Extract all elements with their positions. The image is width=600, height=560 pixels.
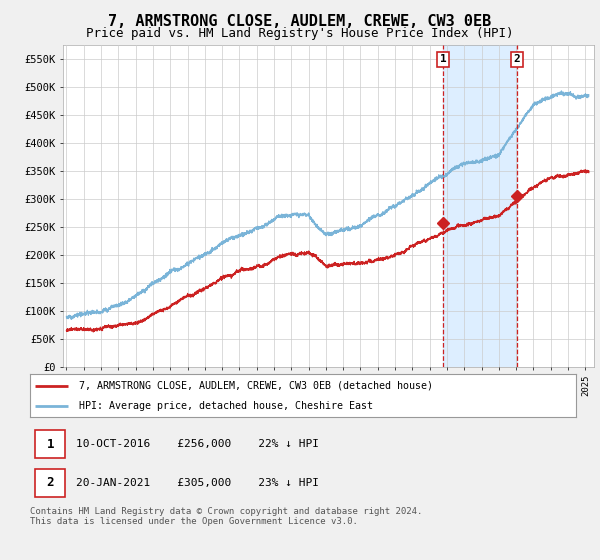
FancyBboxPatch shape [35,430,65,458]
Text: Contains HM Land Registry data © Crown copyright and database right 2024.
This d: Contains HM Land Registry data © Crown c… [30,507,422,526]
Text: HPI: Average price, detached house, Cheshire East: HPI: Average price, detached house, Ches… [79,402,373,411]
Bar [443,45,517,367]
FancyBboxPatch shape [35,469,65,497]
Text: Price paid vs. HM Land Registry's House Price Index (HPI): Price paid vs. HM Land Registry's House … [86,27,514,40]
Text: 1: 1 [440,54,446,64]
Text: 7, ARMSTRONG CLOSE, AUDLEM, CREWE, CW3 0EB (detached house): 7, ARMSTRONG CLOSE, AUDLEM, CREWE, CW3 0… [79,381,433,391]
Text: 1: 1 [47,437,54,451]
Text: 2: 2 [514,54,520,64]
Text: 7, ARMSTRONG CLOSE, AUDLEM, CREWE, CW3 0EB: 7, ARMSTRONG CLOSE, AUDLEM, CREWE, CW3 0… [109,14,491,29]
Text: 2: 2 [47,476,54,489]
Text: 20-JAN-2021    £305,000    23% ↓ HPI: 20-JAN-2021 £305,000 23% ↓ HPI [76,478,319,488]
Text: 10-OCT-2016    £256,000    22% ↓ HPI: 10-OCT-2016 £256,000 22% ↓ HPI [76,439,319,449]
